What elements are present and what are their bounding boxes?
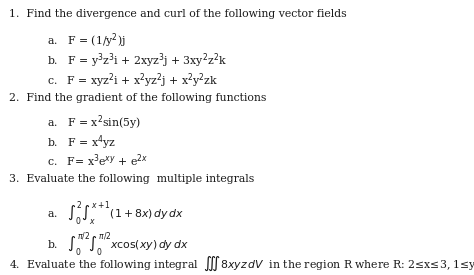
Text: 4.  Evaluate the following integral  $\iiint 8xyz\,dV$  in the region R where R:: 4. Evaluate the following integral $\iii… [9,255,474,273]
Text: a.   $\int_0^2 \int_x^{x+1}(1 + 8x)\,dy\,dx$: a. $\int_0^2 \int_x^{x+1}(1 + 8x)\,dy\,d… [46,200,184,229]
Text: b.   F = y$^3$z$^3$i + 2xyz$^3$j + 3xy$^2$z$^2$k: b. F = y$^3$z$^3$i + 2xyz$^3$j + 3xy$^2$… [46,51,227,70]
Text: b.   F = x$^4$yz: b. F = x$^4$yz [46,133,116,152]
Text: 2.  Find the gradient of the following functions: 2. Find the gradient of the following fu… [9,93,267,103]
Text: 1.  Find the divergence and curl of the following vector fields: 1. Find the divergence and curl of the f… [9,10,347,20]
Text: a.   F = (1/y$^2$)j: a. F = (1/y$^2$)j [46,31,125,50]
Text: a.   F = x$^2$sin(5y): a. F = x$^2$sin(5y) [46,114,141,132]
Text: b.   $\int_0^{\pi/2} \int_0^{\pi/2} x\cos(xy)\,dy\,dx$: b. $\int_0^{\pi/2} \int_0^{\pi/2} x\cos(… [46,230,188,259]
Text: 3.  Evaluate the following  multiple integrals: 3. Evaluate the following multiple integ… [9,174,255,184]
Text: c.   F= x$^3$e$^{xy}$ + e$^{2x}$: c. F= x$^3$e$^{xy}$ + e$^{2x}$ [46,153,148,169]
Text: c.   F = xyz$^2$i + x$^2$yz$^2$j + x$^2$y$^2$zk: c. F = xyz$^2$i + x$^2$yz$^2$j + x$^2$y$… [46,72,218,90]
